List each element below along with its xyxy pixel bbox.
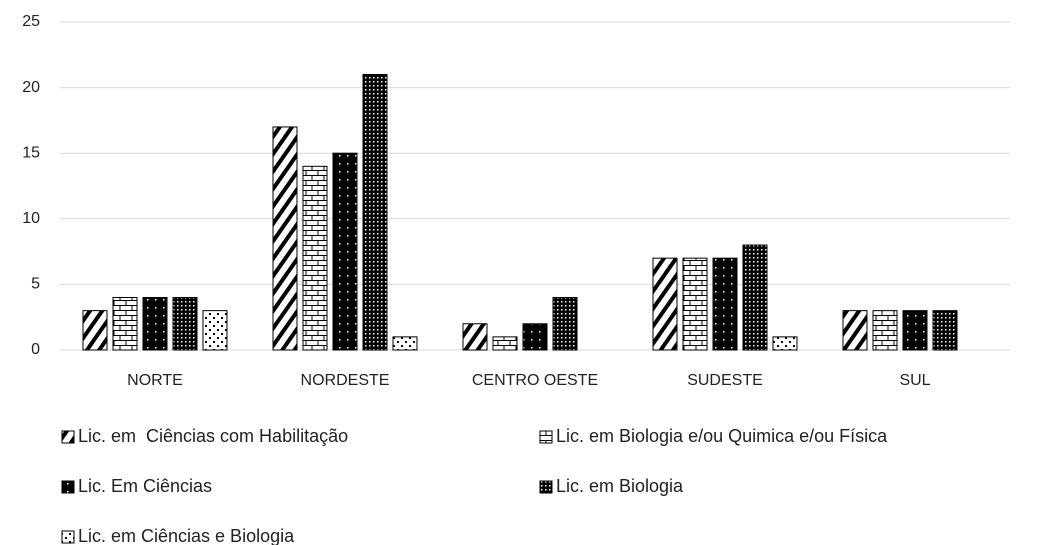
x-tick-label: NORDESTE: [301, 372, 390, 389]
bar: [932, 310, 958, 351]
y-tick-label: 5: [31, 276, 40, 293]
bar: [522, 323, 548, 351]
bar: [362, 73, 388, 351]
bar: [82, 310, 108, 351]
bar: [682, 257, 708, 351]
x-tick-label: NORTE: [127, 372, 183, 389]
bar: [712, 257, 738, 351]
bar: [392, 336, 418, 351]
legend-swatch: [539, 430, 553, 444]
legend-label: Lic. Em Ciências: [78, 476, 212, 496]
bar: [202, 310, 228, 351]
legend-label: Lic. em Biologia e/ou Quimica e/ou Físic…: [556, 426, 888, 446]
bar: [842, 310, 868, 351]
legend-swatch: [61, 480, 75, 494]
bar: [652, 257, 678, 351]
x-tick-label: SUL: [899, 372, 930, 389]
x-tick-label: SUDESTE: [687, 372, 763, 389]
bar: [302, 165, 328, 351]
y-tick-label: 25: [22, 13, 40, 30]
legend-swatch: [61, 430, 75, 444]
bar: [272, 126, 298, 351]
bar: [112, 297, 138, 351]
legend-swatch: [539, 480, 553, 494]
bar: [172, 297, 198, 351]
bar: [772, 336, 798, 351]
bar: [902, 310, 928, 351]
bar: [462, 323, 488, 351]
bar: [742, 244, 768, 351]
legend-swatch: [61, 530, 75, 544]
y-tick-label: 0: [31, 341, 40, 358]
bar: [552, 297, 578, 351]
y-tick-label: 20: [22, 79, 40, 96]
legend-label: Lic. em Ciências e Biologia: [78, 526, 295, 545]
bar: [142, 297, 168, 351]
bar: [492, 336, 518, 351]
legend-label: Lic. em Biologia: [556, 476, 684, 496]
bar: [332, 152, 358, 351]
x-tick-label: CENTRO OESTE: [472, 372, 598, 389]
bar: [872, 310, 898, 351]
y-tick-label: 15: [22, 144, 40, 161]
legend-label: Lic. em Ciências com Habilitação: [78, 426, 348, 446]
y-tick-label: 10: [22, 210, 40, 227]
